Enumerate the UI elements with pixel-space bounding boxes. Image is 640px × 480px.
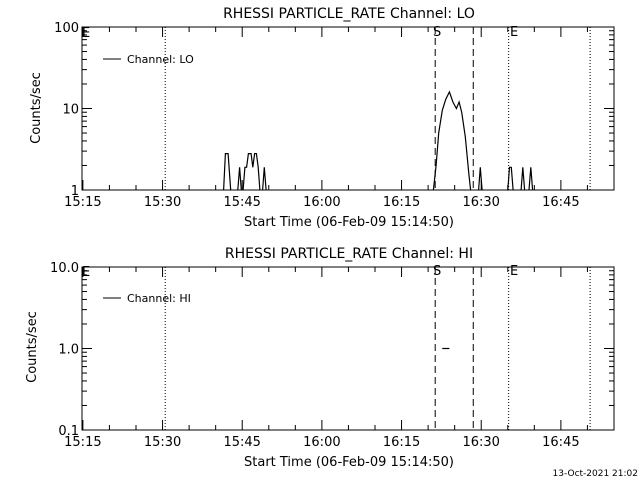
x-tick-label-hi: 16:45: [542, 435, 579, 450]
series-segment-lo: [432, 90, 472, 191]
panel-hi: RHESSI PARTICLE_RATE Channel: HI Counts/…: [25, 246, 518, 470]
x-tick-label-lo: 16:45: [542, 195, 579, 210]
marker-label-e-hi: E: [510, 264, 518, 279]
y-tick-label-lo: 10: [62, 103, 79, 118]
x-tick-label-hi: 15:15: [64, 435, 101, 450]
marker-label-left-e-lo: E: [82, 26, 90, 41]
y-tick-label-hi: 0.1: [58, 424, 79, 439]
marker-label-s-lo: S: [433, 25, 441, 40]
x-tick-label-hi: 15:45: [223, 435, 260, 450]
y-axis-label-lo: Counts/sec: [29, 72, 44, 144]
marker-label-e-lo: E: [510, 25, 518, 40]
x-tick-label-lo: 16:15: [383, 195, 420, 210]
x-tick-label-lo: 15:45: [223, 195, 260, 210]
x-tick-label-hi: 16:30: [462, 435, 499, 450]
chart-title-lo: RHESSI PARTICLE_RATE Channel: LO: [223, 6, 475, 22]
y-tick-label-lo: 100: [54, 21, 79, 36]
x-axis-label-lo: Start Time (06-Feb-09 15:14:50): [244, 215, 454, 230]
legend-label-hi: Channel: HI: [127, 292, 191, 305]
series-segment-lo: [507, 166, 514, 191]
x-tick-label-lo: 16:00: [303, 195, 340, 210]
x-tick-label-hi: 16:15: [383, 435, 420, 450]
y-axis-label-hi: Counts/sec: [25, 311, 40, 383]
series-segment-lo: [262, 167, 267, 191]
plot-frame-lo: [81, 26, 615, 191]
x-tick-label-lo: 16:30: [462, 195, 499, 210]
y-tick-label-lo: 1: [71, 184, 79, 199]
series-segment-lo: [223, 153, 232, 191]
x-tick-label-lo: 15:15: [64, 195, 101, 210]
marker-label-left-e-hi: E: [82, 265, 90, 280]
marker-label-s-hi: S: [433, 264, 441, 279]
chart-title-hi: RHESSI PARTICLE_RATE Channel: HI: [225, 246, 473, 262]
series-segment-lo: [242, 153, 261, 191]
series-segment-lo: [478, 167, 483, 191]
y-tick-label-hi: 1.0: [58, 343, 79, 358]
footer-timestamp: 13-Oct-2021 21:02: [553, 469, 638, 479]
x-axis-label-hi: Start Time (06-Feb-09 15:14:50): [244, 455, 454, 470]
x-tick-label-hi: 15:30: [144, 435, 181, 450]
x-tick-label-lo: 15:30: [144, 195, 181, 210]
series-segment-lo: [520, 167, 526, 191]
series-segment-lo: [237, 167, 242, 191]
x-tick-label-hi: 16:00: [303, 435, 340, 450]
legend-label-lo: Channel: LO: [127, 53, 194, 66]
series-segment-lo: [528, 167, 534, 191]
panel-lo: RHESSI PARTICLE_RATE Channel: LO Counts/…: [29, 6, 518, 230]
y-tick-label-hi: 10.0: [50, 261, 79, 276]
